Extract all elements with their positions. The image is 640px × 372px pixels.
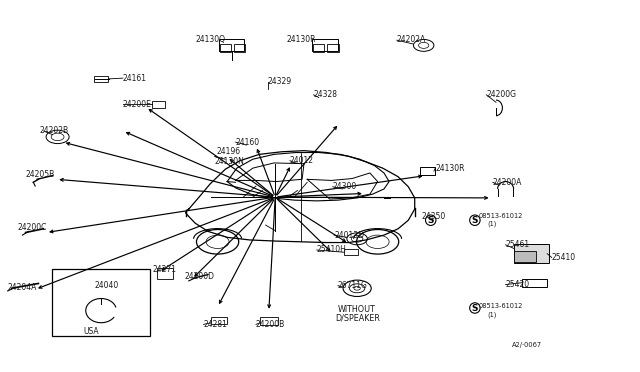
Text: 25461: 25461 (506, 240, 530, 249)
Text: 24281: 24281 (204, 320, 227, 329)
Text: 26711G: 26711G (338, 281, 368, 290)
Text: 24160: 24160 (236, 138, 260, 147)
Bar (220, 44, 231, 52)
Text: (1): (1) (488, 311, 497, 318)
Text: 24130N: 24130N (214, 157, 244, 166)
Bar (260, 317, 278, 325)
Bar (420, 167, 435, 175)
Text: USA: USA (83, 327, 99, 336)
Text: (1): (1) (488, 221, 497, 227)
Text: 24202B: 24202B (40, 126, 69, 135)
Text: 24200G: 24200G (486, 90, 516, 99)
Bar (219, 39, 244, 51)
Text: 24040: 24040 (95, 281, 119, 290)
Text: 24328: 24328 (314, 90, 338, 99)
Text: 25410H: 25410H (317, 246, 347, 254)
Text: 24200E: 24200E (123, 100, 152, 109)
Text: 24012: 24012 (290, 156, 314, 165)
Bar (327, 44, 339, 52)
Text: S: S (472, 304, 478, 312)
Text: 24205B: 24205B (26, 170, 55, 179)
Text: 24200B: 24200B (256, 320, 285, 329)
Text: 24300: 24300 (333, 182, 357, 191)
Text: 24130R: 24130R (435, 164, 465, 173)
Bar (52, 269, 150, 336)
Text: S: S (428, 216, 434, 225)
Text: 24196: 24196 (216, 147, 241, 156)
Bar (152, 101, 165, 108)
Text: 24350: 24350 (421, 212, 445, 221)
Text: 25420: 25420 (506, 280, 530, 289)
Bar (211, 317, 227, 324)
Text: 24202A: 24202A (397, 35, 426, 44)
Text: 24161: 24161 (123, 74, 147, 83)
Text: 25410: 25410 (552, 253, 576, 262)
Bar (157, 268, 173, 279)
Bar (234, 44, 245, 52)
Text: 24271: 24271 (152, 265, 177, 274)
Text: 24200D: 24200D (184, 272, 214, 280)
Bar (312, 39, 338, 51)
Text: 24130Q: 24130Q (195, 35, 225, 44)
Text: 24204A: 24204A (8, 283, 37, 292)
Text: 24130R: 24130R (287, 35, 316, 44)
Text: 08513-61012: 08513-61012 (479, 303, 523, 309)
Bar (344, 249, 358, 255)
Text: 24329: 24329 (268, 77, 292, 86)
Text: 24200C: 24200C (18, 223, 47, 232)
Text: A2/‧0067: A2/‧0067 (512, 342, 542, 348)
Bar (514, 244, 549, 263)
Text: S: S (472, 216, 478, 225)
Bar (313, 44, 324, 52)
Text: D/SPEAKER: D/SPEAKER (335, 314, 380, 323)
Text: 24200A: 24200A (493, 178, 522, 187)
Text: 24013D: 24013D (334, 231, 364, 240)
Bar (94, 76, 108, 82)
Text: WITHOUT: WITHOUT (338, 305, 376, 314)
Text: 08513-61012: 08513-61012 (479, 213, 523, 219)
Bar (514, 251, 536, 262)
Bar (522, 279, 547, 287)
